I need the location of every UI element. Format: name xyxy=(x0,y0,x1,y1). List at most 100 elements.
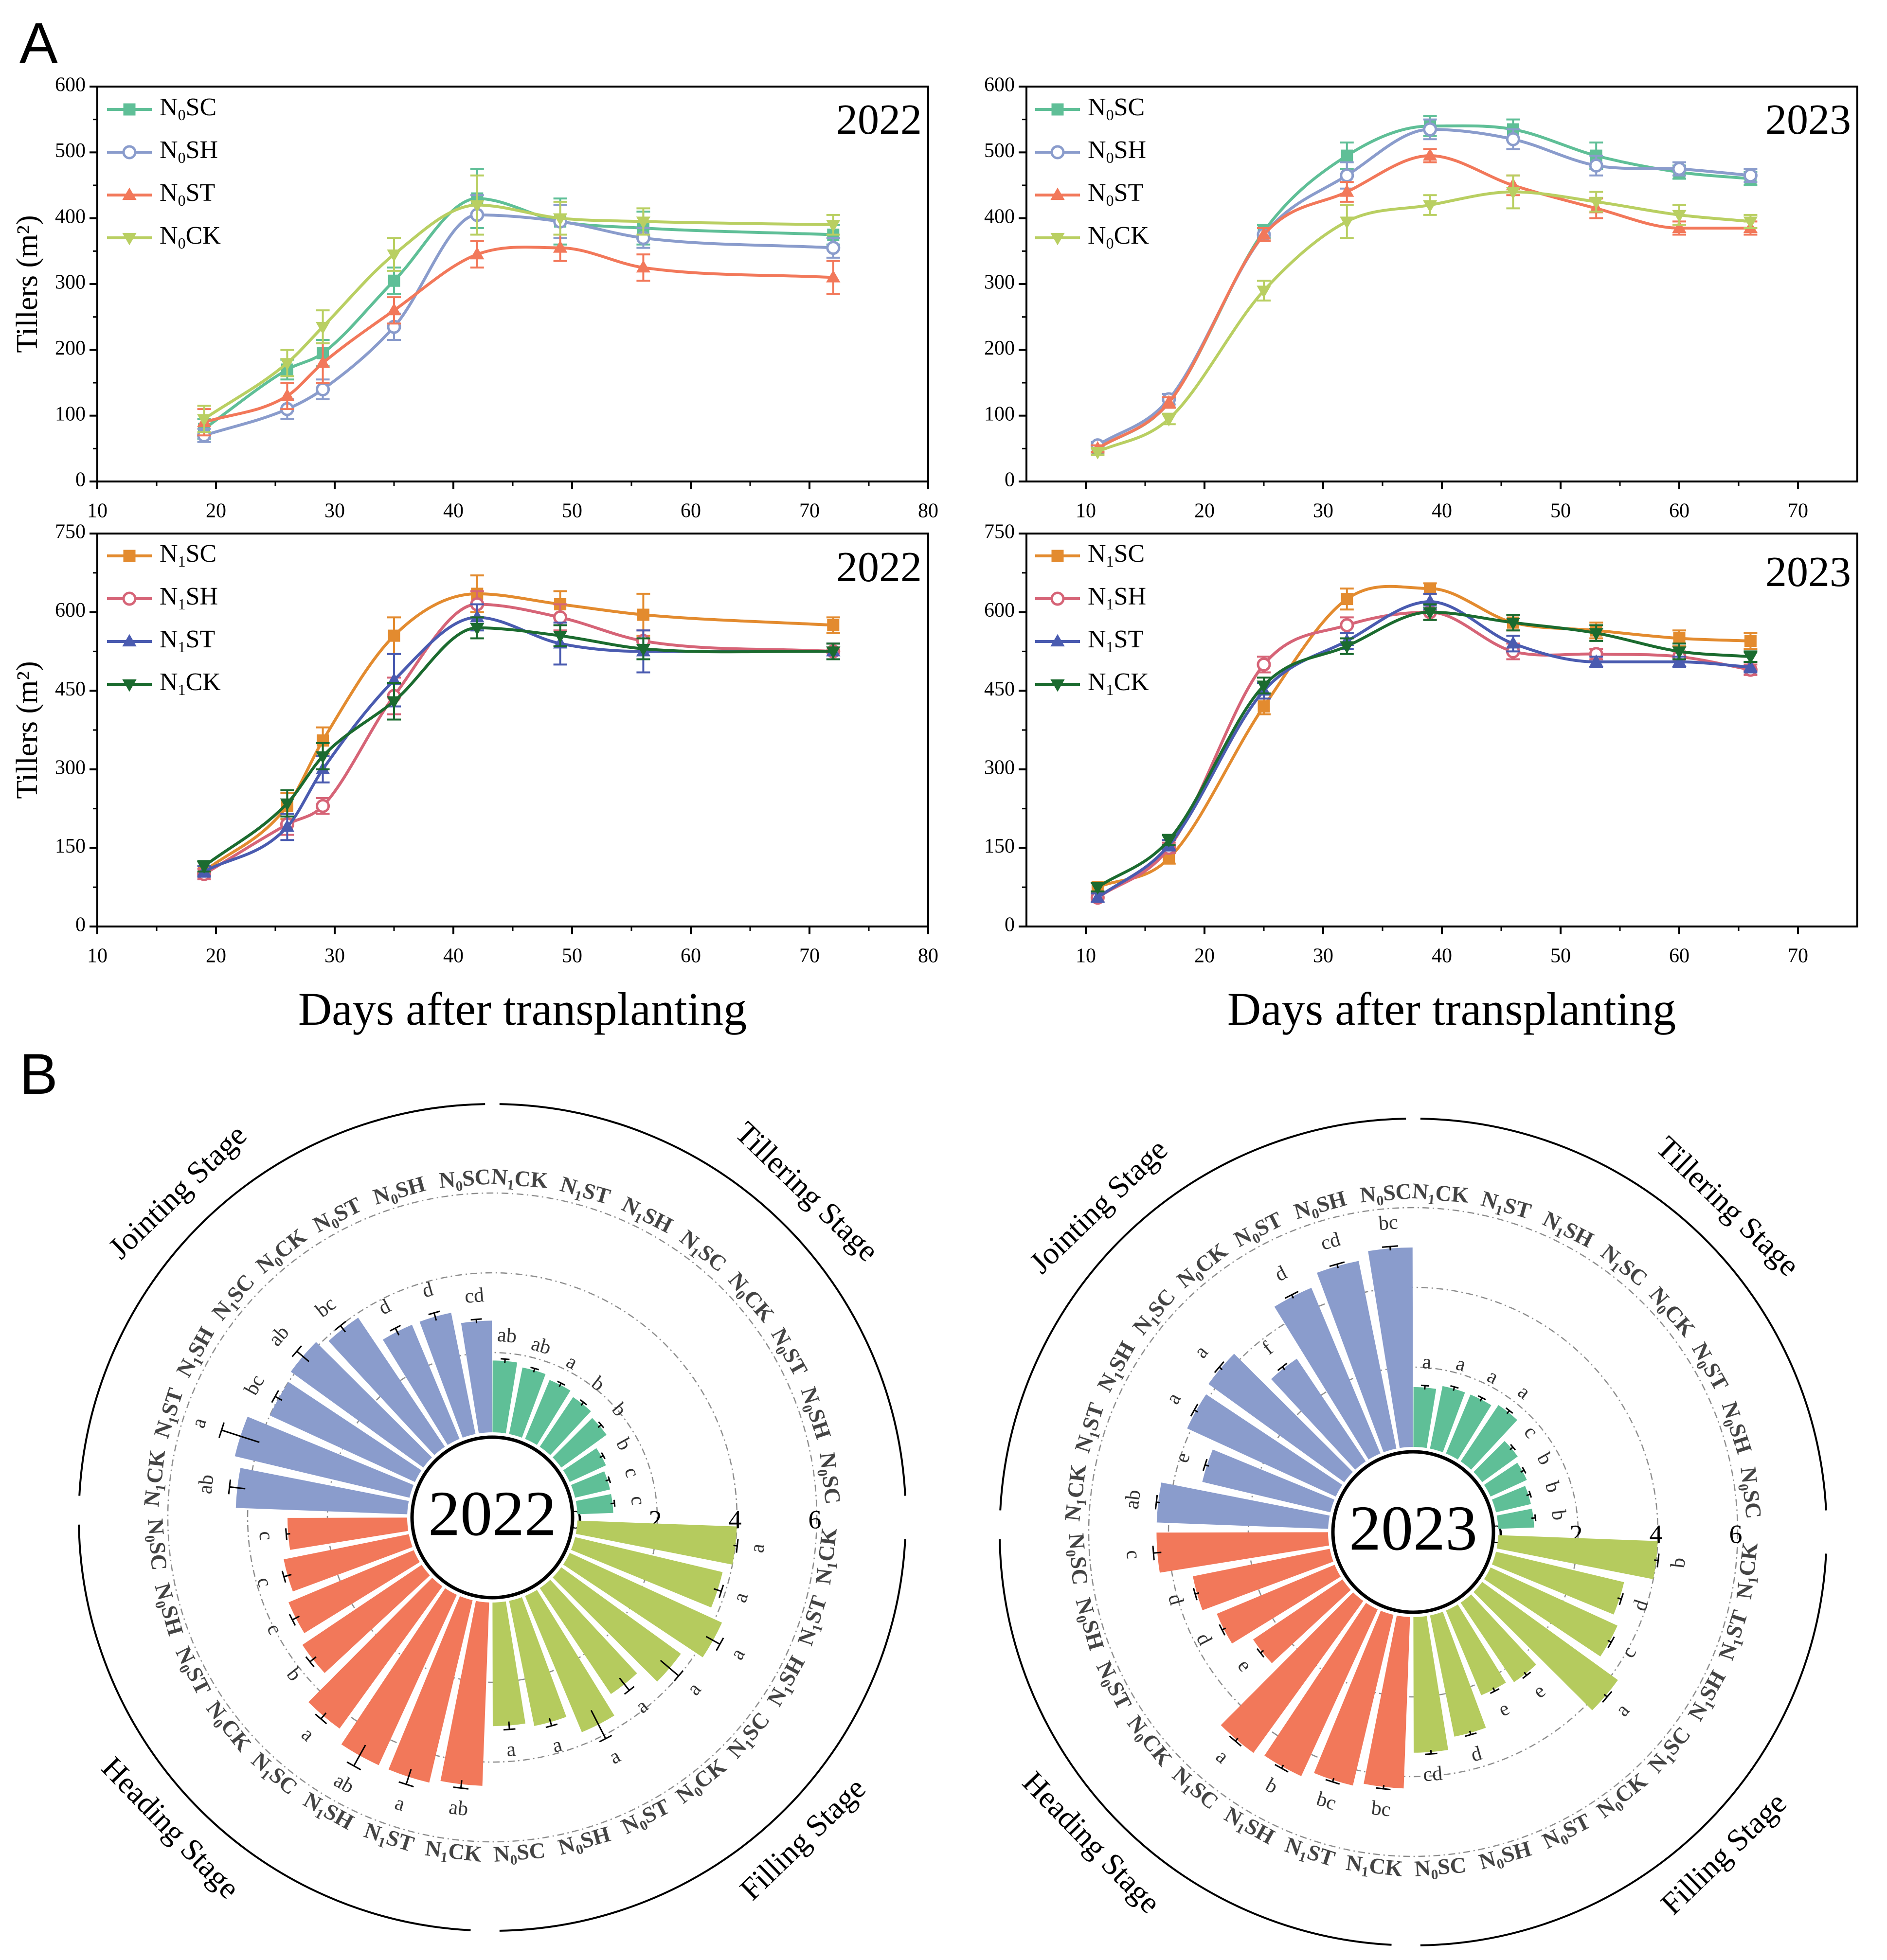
stage-label: Jointing Stage xyxy=(1023,1132,1174,1280)
data-point-N0ST xyxy=(1672,220,1687,233)
treatment-label: N0SH xyxy=(555,1821,614,1862)
series-line-N0CK xyxy=(203,203,833,420)
treatment-label: N0CK xyxy=(721,1267,779,1329)
radial-error-cap xyxy=(1229,1735,1242,1747)
data-point-N0CK xyxy=(1090,447,1105,460)
x-tick-label: 60 xyxy=(1669,500,1689,522)
radial-bar xyxy=(1413,1616,1448,1753)
radial-error-cap xyxy=(624,1686,635,1695)
data-point-N0ST xyxy=(1162,395,1176,408)
radial-error-bar xyxy=(1204,1464,1209,1467)
radial-error-bar xyxy=(599,1455,604,1459)
data-point-N0ST xyxy=(1743,220,1758,233)
radial-bar xyxy=(509,1597,567,1726)
data-point-N0ST xyxy=(280,388,295,401)
radial-error-cap xyxy=(1152,1546,1155,1561)
significance-letter: b xyxy=(1541,1479,1565,1495)
stage-filling: a N1CK a N1ST a N1SH a N1SC a N0CK a N0ST a N0SH a N0SC xyxy=(492,1520,842,1868)
series-N0SH xyxy=(197,194,841,443)
significance-letter: a xyxy=(550,1733,565,1757)
treatment-label: N0CK xyxy=(1172,1238,1234,1295)
significance-letter: a xyxy=(1513,1381,1534,1404)
data-point-N0ST xyxy=(1506,178,1521,191)
data-point-N0CK xyxy=(1672,210,1687,223)
radial-error-cap xyxy=(271,1390,279,1403)
data-point-N1SH xyxy=(826,644,841,659)
data-point-N0CK xyxy=(470,200,485,213)
treatment-label: N1CK xyxy=(1731,1541,1765,1601)
series-N1ST xyxy=(197,603,841,878)
radial-error-cap xyxy=(608,1476,611,1483)
treatment-label: N1CK xyxy=(1411,1178,1470,1210)
data-point-N1SH xyxy=(280,817,294,832)
radial-error-cap xyxy=(673,1670,684,1682)
series-line-N0SH xyxy=(203,213,833,437)
radial-bar xyxy=(1492,1486,1531,1513)
radial-error-cap xyxy=(470,1318,482,1321)
treatment-label: N1ST xyxy=(1281,1832,1338,1874)
y-tick-label: 600 xyxy=(984,74,1015,96)
radial-error-cap xyxy=(1425,1752,1438,1755)
radial-error-cap xyxy=(1607,1636,1615,1648)
stage-arc xyxy=(499,1539,906,1932)
treatment-label: N0ST xyxy=(1538,1808,1596,1856)
data-point-N1SC xyxy=(1673,632,1686,644)
radial-error-bar xyxy=(1156,1501,1161,1504)
radial-error-cap xyxy=(346,1761,361,1771)
data-point-N1CK xyxy=(1506,618,1521,630)
y-tick-label: 100 xyxy=(55,403,86,425)
treatment-label: N1ST xyxy=(360,1817,417,1859)
radial-error-bar xyxy=(1153,1551,1162,1554)
radial-error-cap xyxy=(1219,1624,1226,1636)
data-point-N0SC xyxy=(317,347,329,359)
treatment-label: N0SH xyxy=(1714,1398,1757,1458)
data-point-N0SH xyxy=(1090,438,1105,453)
center-year-label: 2023 xyxy=(1349,1492,1477,1564)
radial-error-bar xyxy=(1222,1627,1226,1631)
radial-error-cap xyxy=(1284,1291,1299,1299)
treatment-label: N0ST xyxy=(764,1323,813,1381)
significance-letter: a xyxy=(1454,1352,1469,1376)
treatment-label: N1SH xyxy=(1092,1337,1142,1397)
legend-label-N1SH: N1SH xyxy=(1088,583,1146,613)
treatment-label: N0ST xyxy=(168,1642,216,1700)
legend-marker xyxy=(123,103,136,116)
significance-letter: a xyxy=(1211,1745,1233,1768)
legend-label-N0CK: N0CK xyxy=(160,222,221,252)
radial-error-bar xyxy=(558,1383,562,1387)
data-point-N1ST xyxy=(553,636,568,649)
treatment-label: N1CK xyxy=(1060,1463,1094,1523)
radial-bar xyxy=(1156,1482,1330,1529)
panel-label-a: A xyxy=(19,11,58,75)
legend-marker xyxy=(122,145,137,160)
radial-bar xyxy=(1430,1612,1486,1737)
data-point-N1ST xyxy=(1340,633,1354,646)
radial-tick-label: 0 xyxy=(1490,1519,1503,1549)
radial-error-bar xyxy=(1280,1764,1284,1769)
radial-error-cap xyxy=(1420,1384,1429,1387)
data-point-N1ST xyxy=(826,643,841,657)
radial-bar xyxy=(1156,1532,1330,1573)
radial-bar xyxy=(571,1471,611,1498)
series-N0SC xyxy=(197,168,840,440)
treatment-label: N0SC xyxy=(140,1517,172,1571)
y-tick-label: 400 xyxy=(984,205,1015,228)
radial-error-bar xyxy=(597,1424,602,1428)
radial-error-bar xyxy=(619,1677,630,1691)
legend-marker xyxy=(1051,550,1064,562)
radial-error-bar xyxy=(610,1502,615,1505)
data-point-N0ST xyxy=(315,355,330,368)
radial-bar xyxy=(1496,1508,1534,1529)
radial-error-cap xyxy=(1214,1361,1224,1373)
x-tick-label: 60 xyxy=(681,500,701,522)
x-tick-label: 60 xyxy=(681,945,701,967)
x-tick-label: 10 xyxy=(1076,945,1096,967)
data-point-N1ST xyxy=(387,673,401,685)
center-year-label: 2022 xyxy=(428,1478,557,1549)
x-tick-label: 40 xyxy=(1432,500,1452,522)
treatment-label: N0ST xyxy=(1230,1207,1288,1254)
radial-error-bar xyxy=(713,1588,722,1592)
significance-letter: a xyxy=(606,1745,624,1769)
